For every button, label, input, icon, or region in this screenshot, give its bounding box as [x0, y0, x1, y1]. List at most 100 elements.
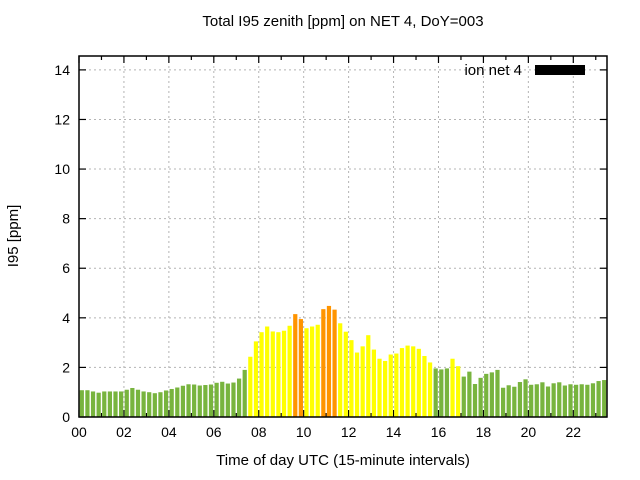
- y-tick-label: 10: [54, 161, 70, 177]
- bar: [270, 331, 275, 417]
- bar: [529, 384, 534, 417]
- bar: [411, 346, 416, 417]
- bar: [579, 384, 584, 417]
- bar: [377, 358, 382, 417]
- bar: [383, 360, 388, 417]
- bar: [517, 382, 523, 417]
- bar: [281, 330, 287, 417]
- bar: [236, 378, 242, 417]
- x-tick-label: 10: [296, 424, 312, 440]
- legend-swatch: [535, 65, 585, 75]
- bar: [360, 346, 365, 417]
- bar: [405, 345, 410, 417]
- bar: [208, 384, 214, 417]
- bar: [79, 390, 84, 417]
- bar: [175, 387, 180, 417]
- bar: [253, 341, 259, 417]
- x-tick-label: 12: [341, 424, 357, 440]
- bar: [568, 384, 573, 417]
- bar: [180, 385, 186, 417]
- plot-border: [78, 55, 608, 418]
- y-tick-label: 0: [62, 409, 70, 425]
- bar: [590, 383, 596, 417]
- bar: [422, 356, 427, 417]
- bar: [484, 373, 489, 417]
- bar: [338, 323, 343, 417]
- x-tick-label: 08: [251, 424, 267, 440]
- bar: [186, 384, 191, 417]
- x-tick-label: 16: [431, 424, 447, 440]
- bar: [124, 389, 129, 417]
- bar: [85, 390, 90, 417]
- bar: [467, 371, 472, 417]
- bar: [478, 377, 483, 417]
- bar: [332, 309, 337, 417]
- bar: [214, 382, 219, 417]
- x-tick-label: 06: [206, 424, 222, 440]
- bar: [574, 384, 579, 417]
- bar: [197, 385, 202, 417]
- bar: [551, 383, 556, 417]
- x-tick-label: 22: [566, 424, 582, 440]
- bar: [495, 369, 500, 417]
- bar: [259, 332, 264, 417]
- x-tick-label: 14: [386, 424, 402, 440]
- bar: [147, 392, 152, 417]
- bar: [107, 391, 113, 417]
- bar: [276, 332, 281, 417]
- bar: [203, 385, 208, 417]
- bar: [119, 391, 124, 417]
- bar: [315, 324, 320, 417]
- bar: [225, 383, 230, 417]
- bar: [388, 354, 393, 417]
- legend: ion net 4: [464, 62, 585, 79]
- bar: [354, 352, 360, 417]
- y-axis-label: I95 [ppm]: [5, 204, 22, 268]
- chart-title: Total I95 zenith [ppm] on NET 4, DoY=003: [202, 13, 484, 30]
- y-tick-label: 12: [54, 111, 70, 127]
- bar: [102, 391, 107, 417]
- bar: [152, 393, 157, 417]
- x-axis-label: Time of day UTC (15-minute intervals): [216, 452, 470, 469]
- bar: [602, 380, 607, 417]
- bar: [298, 319, 303, 417]
- bar: [130, 387, 135, 417]
- bar: [545, 386, 551, 417]
- bar: [512, 386, 517, 417]
- bar: [394, 353, 399, 417]
- bar: [585, 384, 590, 417]
- bar: [439, 369, 444, 417]
- bar: [562, 385, 567, 417]
- bar: [489, 372, 494, 417]
- bar: [326, 305, 332, 417]
- bar: [321, 309, 326, 417]
- bar: [231, 382, 236, 417]
- bar: [416, 348, 421, 417]
- bar: [141, 391, 146, 417]
- x-tick-label: 20: [521, 424, 537, 440]
- bar: [433, 368, 438, 417]
- bar: [371, 349, 377, 417]
- bar: [343, 331, 348, 417]
- bar: [427, 362, 433, 417]
- y-tick-label: 4: [62, 310, 70, 326]
- bar: [444, 368, 450, 417]
- bar: [287, 325, 292, 417]
- y-tick-label: 6: [62, 260, 70, 276]
- x-tick-label: 00: [71, 424, 87, 440]
- bar: [399, 348, 405, 417]
- bar: [242, 369, 247, 417]
- bar: [450, 358, 455, 417]
- bar: [192, 384, 197, 417]
- bar: [265, 326, 270, 417]
- bar: [596, 381, 601, 417]
- bar: [456, 366, 461, 417]
- bar: [366, 335, 371, 417]
- bar: [135, 389, 141, 417]
- bar: [523, 379, 528, 417]
- bar: [461, 376, 466, 417]
- bar: [500, 387, 506, 417]
- bar: [96, 392, 101, 417]
- bar: [169, 388, 174, 417]
